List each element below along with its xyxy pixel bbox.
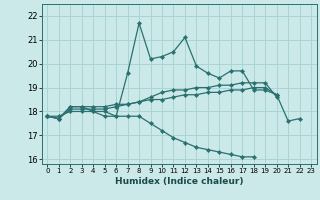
- X-axis label: Humidex (Indice chaleur): Humidex (Indice chaleur): [115, 177, 244, 186]
